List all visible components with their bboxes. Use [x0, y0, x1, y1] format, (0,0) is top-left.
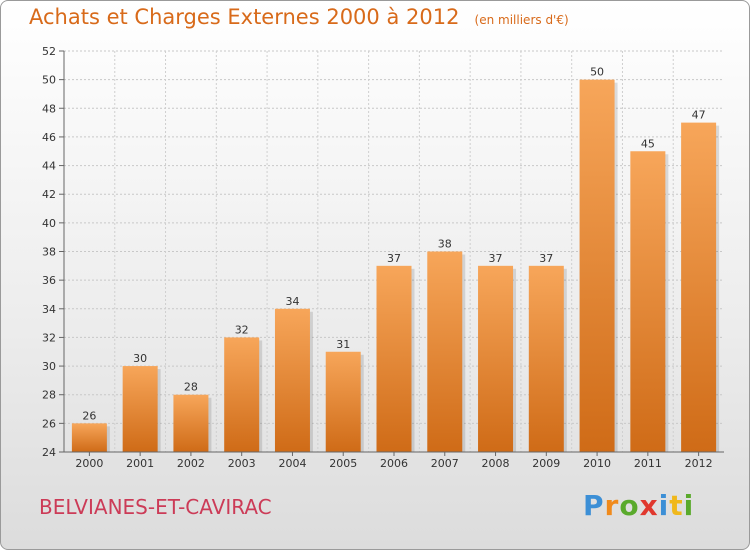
y-tick-label: 40: [42, 217, 56, 230]
y-tick-label: 30: [42, 360, 56, 373]
y-tick-label: 42: [42, 188, 56, 201]
bar: [71, 423, 107, 452]
x-tick-label: 2005: [329, 457, 357, 470]
x-tick-label: 2006: [380, 457, 408, 470]
label-layer: 26 30 28 32 34 31 37 38 37 37 50 45 47: [82, 66, 705, 423]
title-row: Achats et Charges Externes 2000 à 2012 (…: [29, 5, 569, 29]
proxiti-logo: Proxiti: [583, 489, 694, 522]
bar: [681, 122, 717, 452]
bar-value-label: 37: [489, 252, 503, 265]
bar: [224, 337, 260, 452]
bar-layer: [71, 79, 720, 453]
bar: [630, 151, 666, 452]
bar: [173, 394, 209, 452]
bar-value-label: 28: [184, 381, 198, 394]
chart-title: Achats et Charges Externes 2000 à 2012: [29, 5, 460, 29]
y-tick-label: 38: [42, 246, 56, 259]
y-tick-label: 48: [42, 102, 56, 115]
y-tick-label: 50: [42, 74, 56, 87]
bar-value-label: 37: [387, 252, 401, 265]
bar: [427, 251, 463, 452]
logo-letter: P: [583, 489, 605, 522]
bar-value-label: 47: [692, 109, 706, 122]
bar-value-label: 30: [133, 352, 147, 365]
y-tick-label: 36: [42, 274, 56, 287]
bar-value-label: 45: [641, 137, 655, 150]
bar: [325, 351, 361, 452]
bar: [122, 366, 158, 452]
logo-letter: t: [669, 489, 684, 522]
commune-name: BELVIANES-ET-CAVIRAC: [39, 495, 272, 519]
y-tick-label: 26: [42, 417, 56, 430]
bar-value-label: 50: [590, 66, 604, 79]
x-tick-label: 2007: [431, 457, 459, 470]
y-tick-label: 32: [42, 331, 56, 344]
bar-value-label: 38: [438, 238, 452, 251]
y-tick-label: 44: [42, 160, 56, 173]
x-tick-label: 2008: [482, 457, 510, 470]
chart-unit-subtitle: (en milliers d'€): [474, 13, 569, 27]
logo-letter: r: [604, 489, 620, 522]
logo-letter: i: [658, 489, 670, 522]
bar: [478, 265, 514, 452]
y-tick-label: 28: [42, 389, 56, 402]
bar: [528, 265, 564, 452]
y-tick-label: 34: [42, 303, 56, 316]
logo-letter: x: [639, 489, 659, 522]
y-tick-label: 46: [42, 131, 56, 144]
bar-value-label: 26: [82, 409, 96, 422]
bar: [274, 308, 310, 452]
x-tick-label: 2002: [177, 457, 205, 470]
x-tick-label: 2011: [634, 457, 662, 470]
bar-value-label: 32: [235, 323, 249, 336]
x-tick-label: 2004: [278, 457, 306, 470]
x-tick-label: 2000: [75, 457, 103, 470]
bar: [376, 265, 412, 452]
bar: [579, 79, 615, 453]
x-tick-label: 2003: [228, 457, 256, 470]
x-tick-label: 2009: [532, 457, 560, 470]
x-tick-label: 2012: [685, 457, 713, 470]
y-tick-label: 24: [42, 446, 56, 459]
x-tick-label: 2001: [126, 457, 154, 470]
logo-letter: o: [619, 489, 640, 522]
axis-layer: 24 26 28 30 32 34 36 38 40 42 44 46 48 50 52 2000 2001 20…: [42, 45, 724, 470]
logo-letter: i: [683, 489, 695, 522]
bar-value-label: 34: [285, 295, 299, 308]
bar-value-label: 31: [336, 338, 350, 351]
y-tick-label: 52: [42, 45, 56, 58]
x-tick-label: 2010: [583, 457, 611, 470]
bar-value-label: 37: [539, 252, 553, 265]
